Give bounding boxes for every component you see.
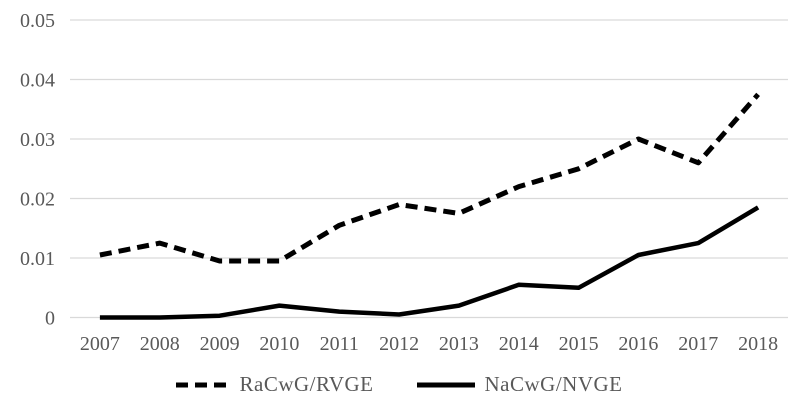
x-tick-label: 2014 (499, 333, 539, 355)
x-tick-label: 2012 (379, 333, 419, 355)
x-axis-tick-labels: 2007 2008 2009 2010 2011 2012 2013 2014 2015 2016… (80, 333, 778, 355)
y-tick-label: 0.01 (20, 248, 55, 270)
x-tick-label: 2011 (320, 333, 359, 355)
x-tick-label: 2018 (738, 333, 778, 355)
legend-label-racwg-rvge: RaCwG/RVGE (239, 372, 374, 396)
y-tick-label: 0.03 (20, 129, 55, 151)
y-tick-label: 0.05 (20, 10, 55, 32)
x-tick-label: 2016 (618, 333, 658, 355)
x-tick-label: 2010 (259, 333, 299, 355)
chart-legend: RaCwG/RVGE NaCwG/NVGE (0, 372, 797, 397)
legend-label-nacwg-nvge: NaCwG/NVGE (484, 372, 623, 396)
x-tick-label: 2007 (80, 333, 120, 355)
y-tick-label: 0.02 (20, 189, 55, 211)
legend-item-racwg-rvge: RaCwG/RVGE (175, 372, 374, 397)
x-tick-label: 2017 (678, 333, 718, 355)
legend-item-nacwg-nvge: NaCwG/NVGE (416, 372, 623, 397)
y-tick-label: 0 (45, 308, 55, 330)
y-tick-label: 0.04 (20, 70, 55, 92)
chart-plot-area: 00.010.020.030.040.05 2007 2008 2009 2010 20… (20, 10, 788, 355)
series-lines (99, 92, 760, 320)
x-tick-label: 2008 (140, 333, 180, 355)
x-tick-label: 2009 (200, 333, 240, 355)
series-line-racwg-rvge (99, 92, 760, 264)
dashed-line-sample-icon (175, 382, 230, 387)
y-axis-tick-labels: 0 0.01 0.02 0.03 0.04 0.05 (20, 10, 55, 330)
x-tick-label: 2015 (559, 333, 599, 355)
solid-line-sample-icon (416, 382, 475, 387)
x-tick-label: 2013 (439, 333, 479, 355)
gridlines (70, 19, 788, 319)
series-line-nacwg-nvge (99, 205, 760, 320)
